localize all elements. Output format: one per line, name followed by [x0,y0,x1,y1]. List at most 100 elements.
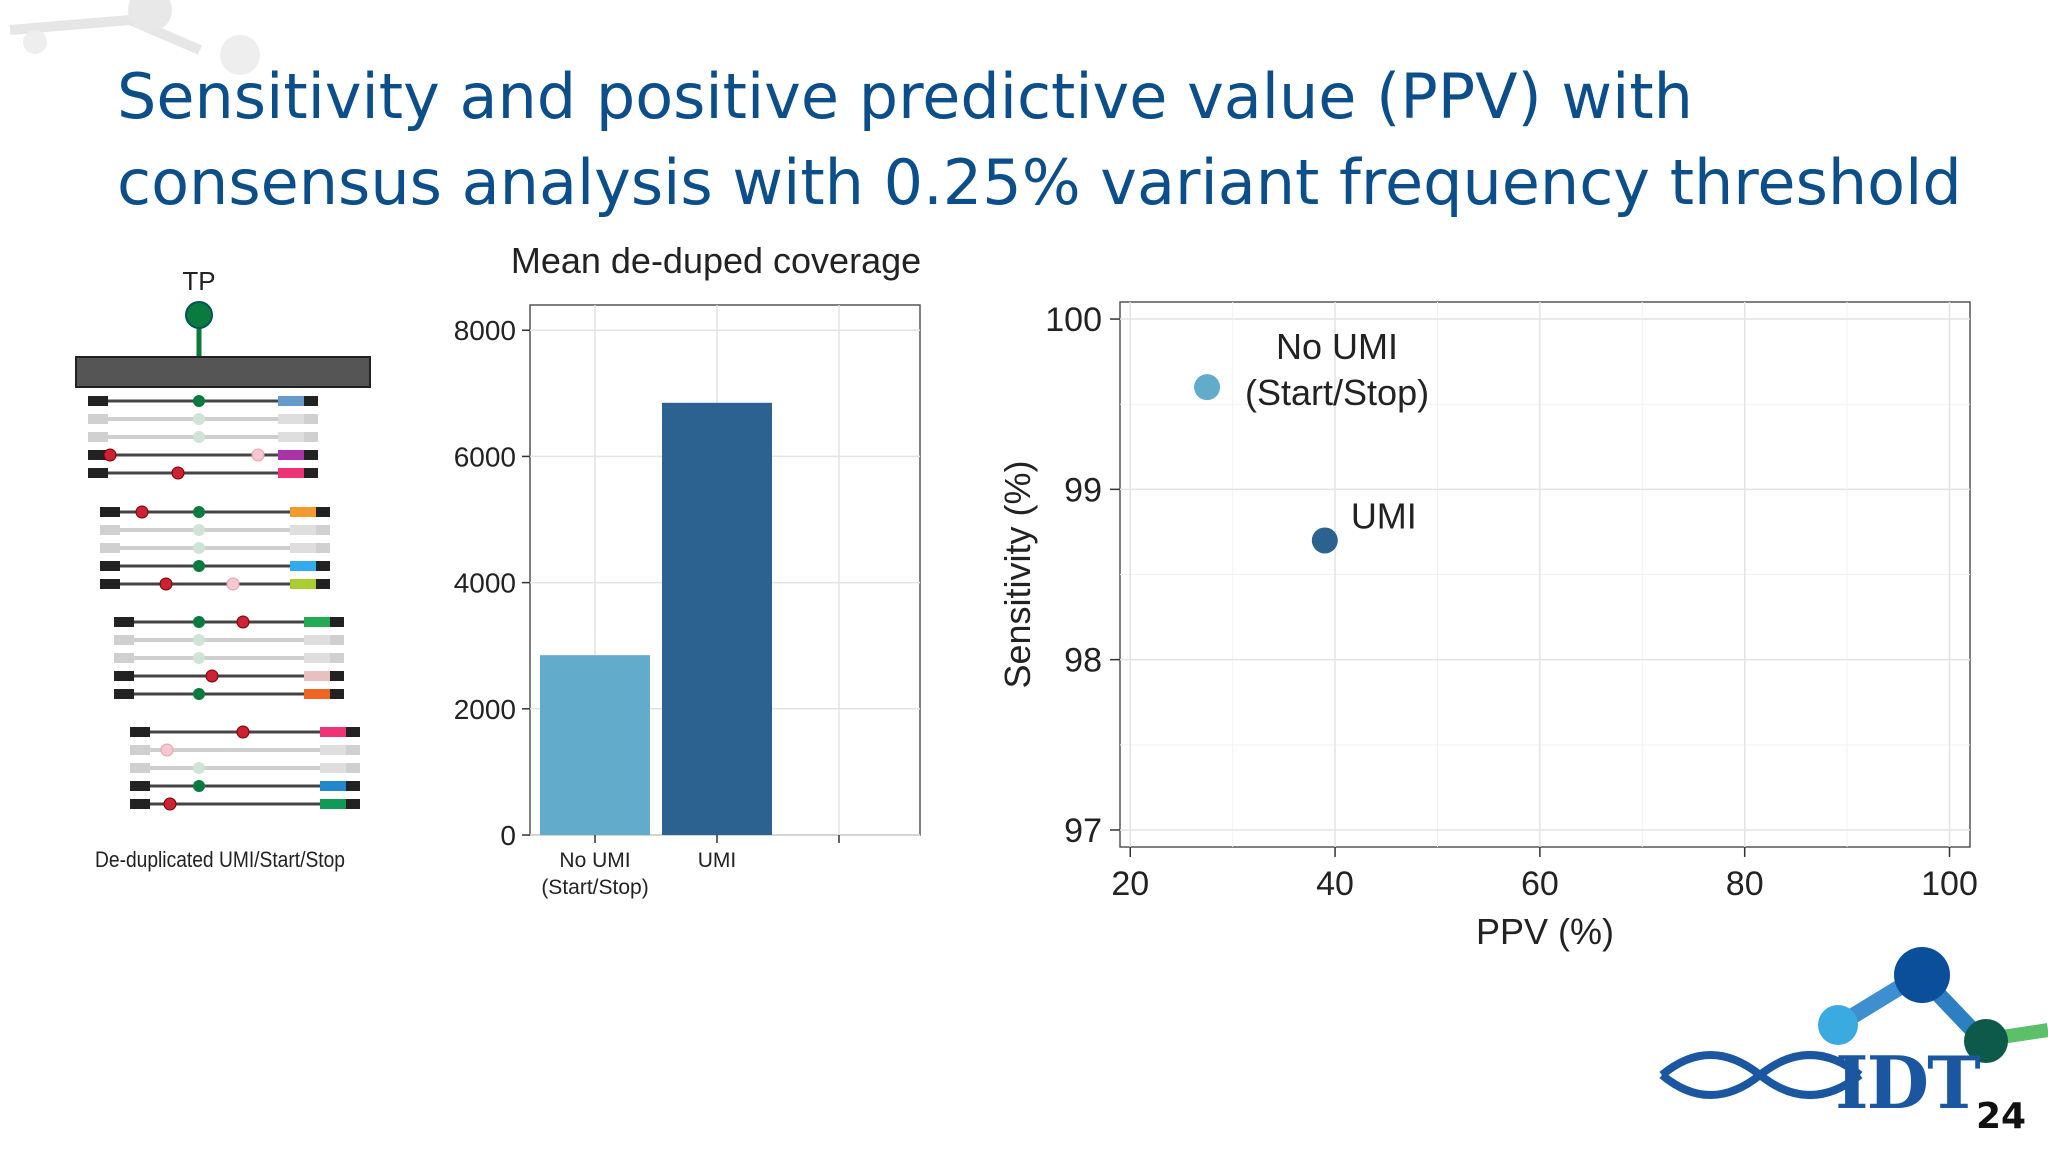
faded-error-variant-icon [160,743,174,757]
umi-start-tag [100,543,120,553]
umi-color-tag [320,763,348,773]
umi-stop-tag [330,653,344,663]
umi-stop-tag [346,763,360,773]
sensitivity-ppv-scatter-chart: 20 40 60 80 100 97 98 99 100 PPV (%) Sensitivity (… [997,301,1978,952]
umi-color-tag [290,507,318,517]
error-variant-icon [236,615,250,629]
umi-color-tag [320,727,348,737]
umi-start-tag [88,450,108,460]
molecule-decoration-icon [9,0,260,75]
scatter-y-tick-label: 97 [1064,812,1102,850]
umi-stop-tag [316,561,330,571]
true-variant-icon [193,560,205,572]
scatter-point [1194,374,1221,401]
umi-stop-tag [316,507,330,517]
read-fragment [100,577,330,591]
scatter-x-axis-label: PPV (%) [1476,911,1614,952]
read-fragment [114,688,344,700]
umi-color-tag [290,579,318,589]
read-fragment [130,725,360,739]
idt-logo-text: IDT [1835,1040,1981,1125]
umi-start-tag [88,414,108,424]
read-fragment [114,615,344,629]
bar-y-tick-label: 8000 [454,315,516,346]
reference-gene-bar [75,356,371,388]
scatter-point [1311,527,1338,554]
umi-start-tag [88,396,108,406]
scatter-y-tick-label: 99 [1064,471,1102,509]
umi-color-tag [290,525,318,535]
error-variant-icon [171,466,185,480]
umi-start-tag [100,561,120,571]
scatter-x-tick-label: 80 [1726,865,1764,903]
umi-start-tag [130,763,150,773]
umi-start-tag [130,781,150,791]
umi-color-tag [290,561,318,571]
read-fragment [114,652,344,664]
umi-start-tag [100,507,120,517]
read-fragment [88,431,318,443]
true-variant-icon [193,524,205,536]
coverage-bar [662,402,772,835]
umi-stop-tag [304,468,318,478]
scatter-point-label: UMI [1351,495,1417,536]
coverage-bar [540,655,650,835]
error-variant-icon [163,797,177,811]
bar-y-tick-label: 6000 [454,441,516,472]
umi-stop-tag [316,543,330,553]
umi-stop-tag [316,525,330,535]
umi-stop-tag [330,689,344,699]
umi-stop-tag [330,671,344,681]
read-fragment [100,560,330,572]
scatter-x-tick-label: 60 [1521,865,1559,903]
idt-logo-icon [1659,947,2048,1099]
umi-color-tag [304,689,332,699]
true-variant-icon [193,688,205,700]
true-variant-icon [193,506,205,518]
umi-color-tag [278,468,306,478]
umi-color-tag [304,653,332,663]
read-fragment [130,780,360,792]
read-fragment [88,448,318,462]
read-fragment [130,797,360,811]
read-fragment [114,669,344,683]
error-variant-icon [205,669,219,683]
scatter-x-tick-label: 100 [1921,865,1978,903]
scatter-y-tick-label: 100 [1045,301,1102,339]
umi-stop-tag [304,396,318,406]
umi-color-tag [304,617,332,627]
umi-start-tag [100,525,120,535]
umi-color-tag [278,396,306,406]
read-fragment [114,634,344,646]
bar-y-tick-label: 2000 [454,694,516,725]
umi-stop-tag [304,414,318,424]
umi-stop-tag [304,432,318,442]
umi-color-tag [304,671,332,681]
error-variant-icon [135,505,149,519]
umi-color-tag [278,432,306,442]
true-variant-icon [193,762,205,774]
umi-stop-tag [304,450,318,460]
true-variant-icon [193,634,205,646]
tp-marker-icon [185,301,213,329]
read-fragment [130,762,360,774]
umi-start-tag [88,432,108,442]
scatter-y-axis-label: Sensitivity (%) [997,460,1038,688]
read-fragment [100,542,330,554]
page-number: 24 [1976,1096,2027,1137]
umi-start-tag [130,799,150,809]
bar-category-label: UMI [698,849,737,872]
umi-color-tag [278,450,306,460]
umi-start-tag [114,635,134,645]
scatter-x-tick-label: 20 [1111,865,1149,903]
coverage-bar-chart: Mean de-duped coverage 0 2000 4000 6000 8000 N… [454,240,921,899]
umi-color-tag [278,414,306,424]
error-variant-icon [159,577,173,591]
umi-start-tag [114,617,134,627]
bar-chart-title: Mean de-duped coverage [511,240,921,281]
umi-stop-tag [346,799,360,809]
slide-title: Sensitivity and positive predictive valu… [117,54,2017,226]
read-fragment [130,743,360,757]
error-variant-icon [236,725,250,739]
true-variant-icon [193,431,205,443]
